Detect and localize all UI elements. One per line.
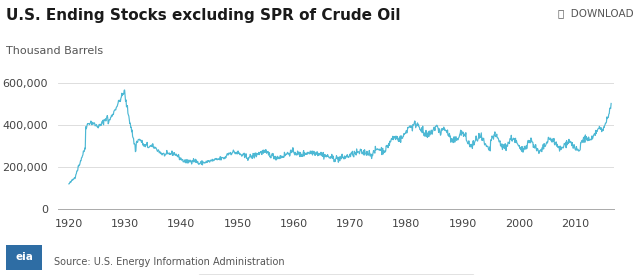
Text: Source: U.S. Energy Information Administration: Source: U.S. Energy Information Administ… (54, 257, 285, 267)
Text: ⤓  DOWNLOAD: ⤓ DOWNLOAD (558, 8, 634, 18)
Text: U.S. Ending Stocks excluding SPR of Crude Oil: U.S. Ending Stocks excluding SPR of Crud… (6, 8, 401, 23)
Text: Thousand Barrels: Thousand Barrels (6, 46, 104, 56)
Legend: U.S. Ending Stocks excluding SPR of Crude Oil: U.S. Ending Stocks excluding SPR of Crud… (198, 274, 474, 275)
Text: eia: eia (15, 252, 33, 262)
